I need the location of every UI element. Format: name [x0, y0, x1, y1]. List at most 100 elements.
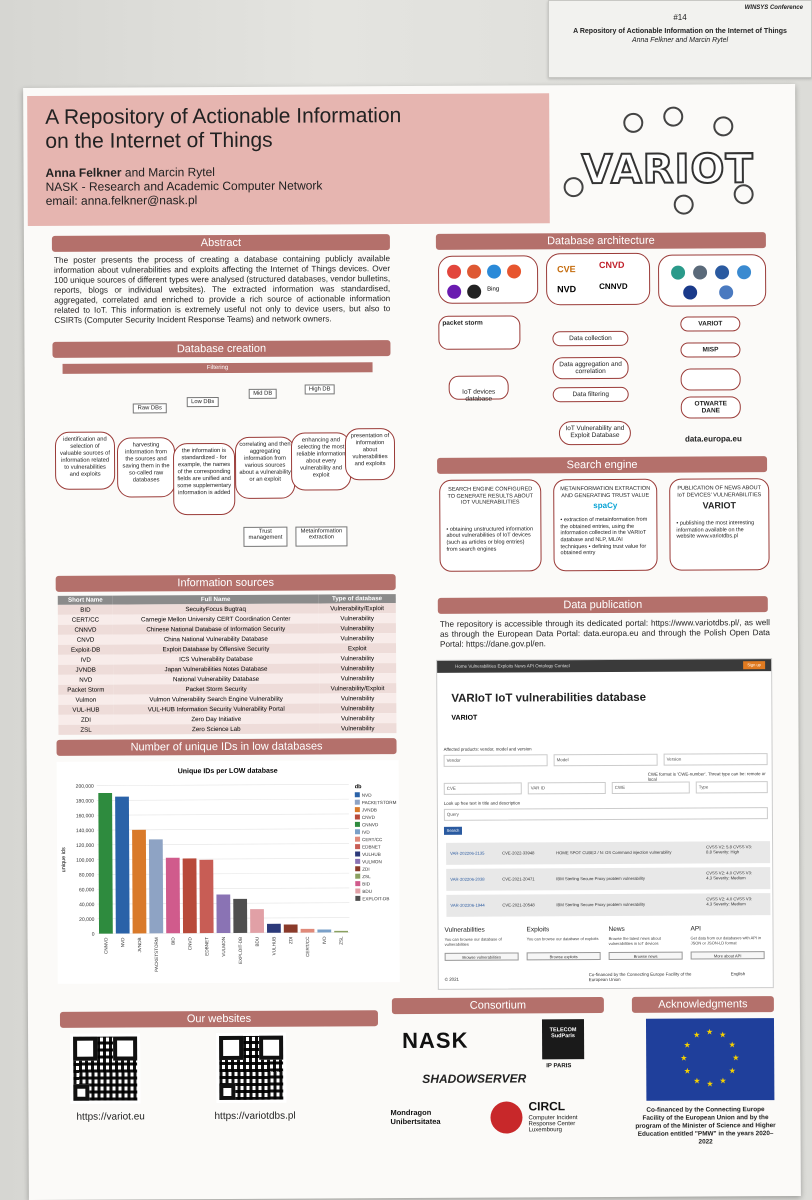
legend-swatch: [354, 792, 360, 798]
table-cell: IVD: [58, 654, 114, 665]
level-low-dbs: Low DBs: [186, 397, 219, 408]
x-tick-label: IVD: [322, 936, 327, 944]
search-box-3-title: PUBLICATION OF NEWS ABOUT IoT DEVICES' V…: [677, 485, 762, 499]
x-tick-label: EXPLOIT-DB: [238, 937, 243, 964]
eu-star-icon: ★: [706, 1027, 714, 1037]
poster: A Repository of Actionable Information o…: [23, 83, 801, 1200]
zsl-icon: [715, 265, 730, 280]
legend-swatch: [354, 807, 360, 813]
section-button[interactable]: More about API: [690, 951, 765, 960]
google-icon: [447, 264, 462, 279]
result-row[interactable]: VAR-202206-2038 CVE-2021-20471 IBM Sterlin…: [446, 867, 771, 891]
eu-star-icon: ★: [683, 1066, 691, 1076]
url-variotdbs[interactable]: https://variotdbs.pl: [214, 1110, 296, 1123]
table-cell: BID: [57, 604, 113, 615]
legend-swatch: [355, 844, 361, 850]
blogger-icon: [507, 264, 522, 279]
section-button[interactable]: Browse exploits: [526, 952, 601, 961]
bar-nvd: [115, 796, 130, 934]
x-tick-label: CNVD: [187, 936, 192, 950]
poster-title: A Repository of Actionable Information o…: [45, 103, 531, 154]
result-cve: CVE-2021-20471: [502, 876, 535, 882]
search-button[interactable]: Search: [443, 826, 463, 835]
websites-heading: Our websites: [59, 1010, 379, 1028]
table-body: BID SecuityFocus Bugtraq Vulnerability/Exp…: [57, 603, 397, 735]
data-filtering: Data filtering: [552, 386, 629, 403]
y-tick-label: 140,000: [76, 828, 94, 834]
table-cell: Vulnerability: [318, 703, 397, 714]
table-row: ZSL Zero Science Lab Vulnerability: [58, 723, 397, 735]
section-text: Get data from our databases with API in …: [690, 935, 762, 946]
query-input[interactable]: Query: [443, 807, 768, 821]
other-sources-cluster: [657, 254, 767, 307]
legend-title: db: [355, 784, 362, 790]
cve-label: CVE: [557, 264, 576, 275]
eu-star-icon: ★: [693, 1076, 701, 1086]
column-header: Short Name: [57, 595, 113, 605]
var-id-input[interactable]: VAR ID: [527, 781, 606, 795]
result-row[interactable]: VAR-202206-1944 CVE-2021-20548 IBM Sterlin…: [446, 893, 771, 917]
email: email: anna.felkner@nask.pl: [45, 193, 198, 208]
nvd-label: NVD: [557, 284, 577, 295]
trust-management: Trust management: [243, 526, 288, 547]
result-id[interactable]: VAR-202206-1944: [450, 902, 485, 908]
bar-zdi: [283, 924, 298, 933]
poster-number: #14: [673, 13, 687, 22]
legend-item: IVD: [362, 830, 370, 835]
bar-cnvd: [182, 858, 197, 934]
variot-logo: VARIOT: [563, 106, 774, 217]
variot-small-logo: VARIOT: [702, 500, 736, 511]
grid-line: [96, 798, 349, 801]
qr-code-variotdbs[interactable]: [216, 1032, 287, 1104]
unique-ids-heading: Number of unique IDs in low databases: [56, 738, 397, 756]
language-select[interactable]: English: [730, 971, 746, 977]
bar-cert-cc: [300, 928, 315, 933]
version-input[interactable]: Version: [663, 753, 768, 766]
model-input[interactable]: Model: [553, 753, 658, 767]
y-tick-label: 120,000: [76, 843, 94, 849]
legend-item: BID: [362, 882, 370, 887]
x-tick-label: CERT/CC: [305, 936, 310, 957]
table-cell: Vulnerability: [318, 663, 397, 674]
eu-star-icon: ★: [719, 1030, 727, 1040]
table-cell: Vulnerability/Exploit: [318, 683, 397, 694]
data-publication-heading: Data publication: [437, 596, 768, 614]
result-id[interactable]: VAR-202206-2038: [450, 876, 485, 882]
search-box-2: METAINFORMATION EXTRACTION AND GENERATIN…: [553, 478, 658, 572]
legend-swatch: [355, 895, 361, 901]
bar-vulmon: [216, 894, 231, 934]
vulmon-icon: [671, 265, 686, 280]
table-cell: ZSL: [58, 724, 114, 735]
level-high-db: High DB: [304, 384, 335, 395]
result-id[interactable]: VAR-202206-2135: [450, 850, 485, 856]
legend-item: NVD: [362, 793, 372, 798]
legend-item: PACKETSTORM: [362, 800, 397, 805]
abstract-text: The poster presents the process of creat…: [53, 254, 391, 325]
x-tick-label: PACKETSTORM: [154, 937, 159, 972]
result-row[interactable]: VAR-202206-2135 CVE-2022-33948 HOME SPOT C…: [446, 841, 771, 865]
cwe-note: CWE format is 'CWE-number'. Threat type …: [647, 771, 766, 782]
table-cell: Vulmon: [58, 694, 114, 705]
mondragon-logo: Mondragon Unibertsitatea: [390, 1107, 441, 1127]
information-sources-heading: Information sources: [55, 574, 396, 592]
url-variot[interactable]: https://variot.eu: [76, 1111, 145, 1123]
qr-code-variot[interactable]: [70, 1033, 141, 1104]
section-button[interactable]: Browse vulnerabilities: [444, 952, 519, 961]
section-button[interactable]: Browse news: [608, 951, 683, 960]
title-line-1: A Repository of Actionable Information: [45, 104, 402, 129]
table-cell: JVNDB: [58, 664, 114, 675]
signup-button[interactable]: Sign up: [743, 661, 766, 670]
bar-packetstorm: [148, 839, 164, 934]
card-authors: Anna Felkner and Marcin Rytel: [631, 37, 729, 44]
x-tick-label: VULHUB: [271, 937, 276, 956]
table-cell: VUL-HUB: [58, 704, 114, 715]
cve-input[interactable]: CVE: [443, 782, 522, 795]
bar-jvndb: [132, 829, 147, 934]
type-select[interactable]: Type: [695, 781, 768, 794]
circl-emblem-icon: [490, 1101, 523, 1134]
table-cell: Exploit-DB: [58, 644, 114, 655]
cwe-input[interactable]: CWE: [611, 781, 690, 794]
vendor-input[interactable]: Vendor: [443, 754, 548, 767]
data-aggregation: Data aggregation and correlation: [552, 356, 629, 380]
legend-swatch: [355, 888, 361, 894]
